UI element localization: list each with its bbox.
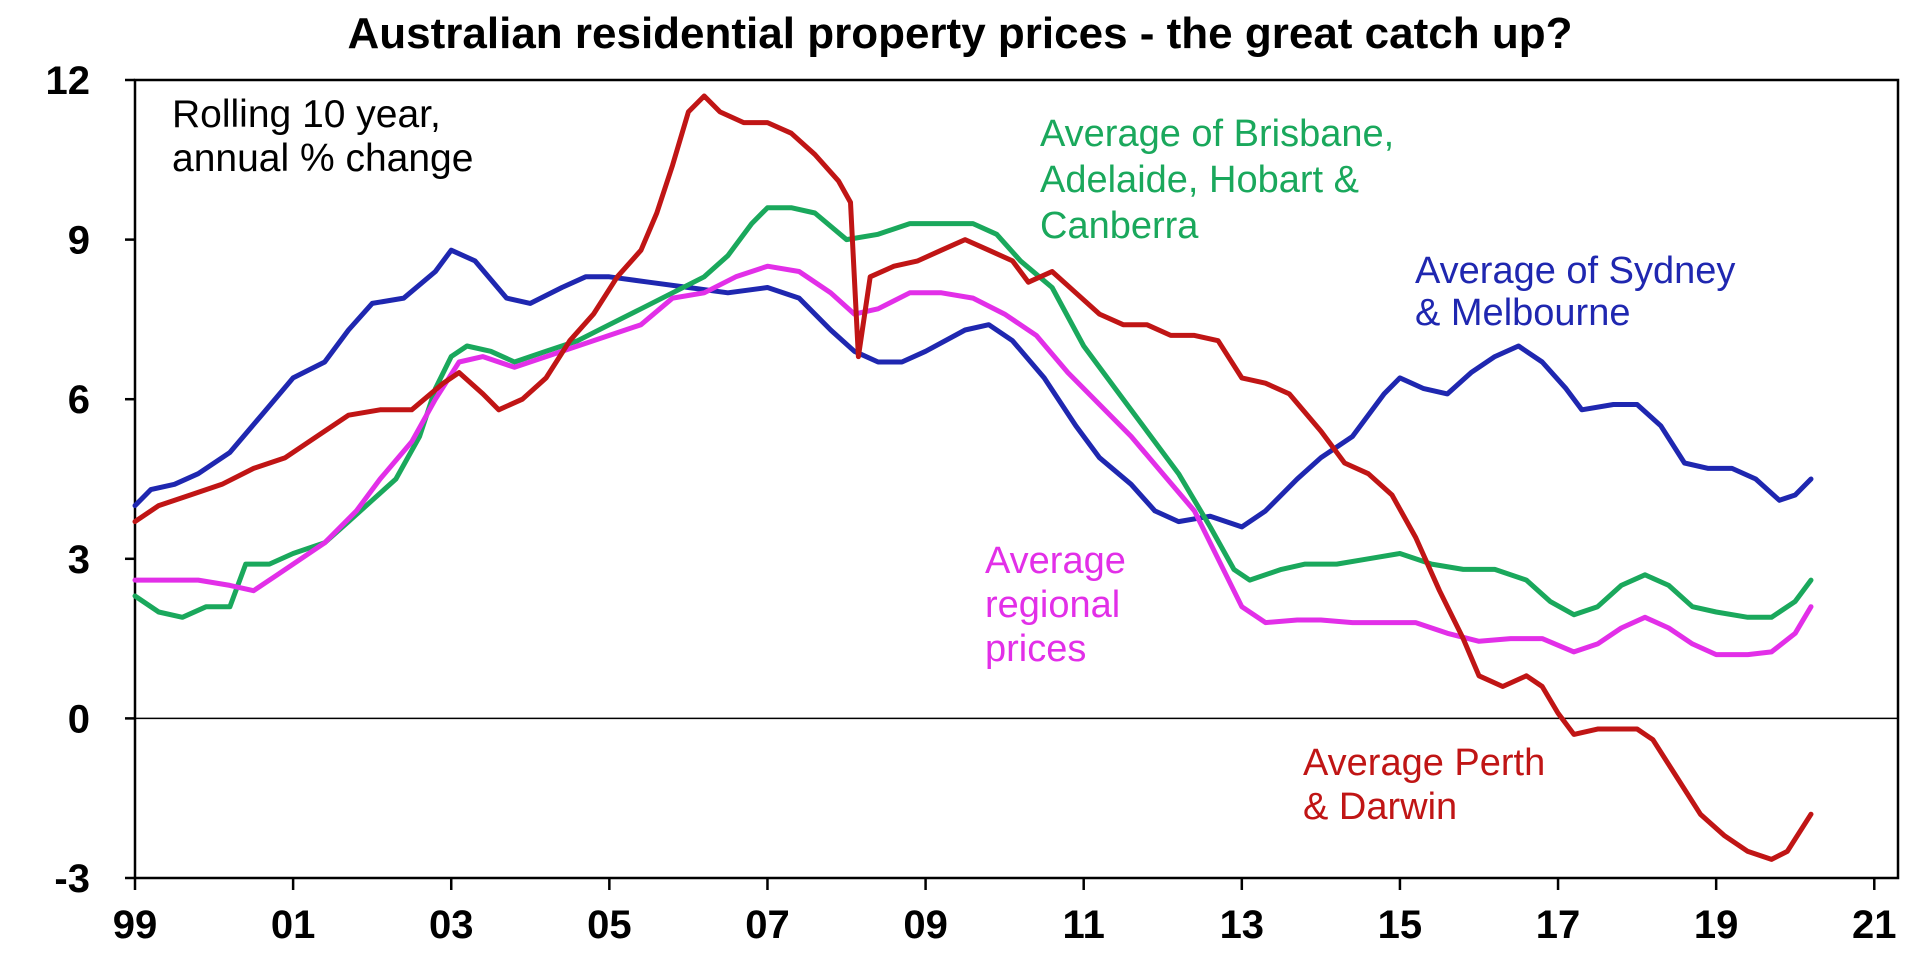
x-tick-label: 21 — [1852, 903, 1897, 947]
plot-area-frame — [133, 78, 1900, 880]
y-tick-label: 6 — [68, 378, 90, 422]
series-annotations: Average of Sydney& Melbourne Average of B… — [985, 113, 1735, 828]
y-tick-label: 3 — [68, 538, 90, 582]
series-line — [132, 263, 1814, 658]
chart-note-line: annual % change — [172, 137, 473, 180]
series-annotation: prices — [985, 628, 1086, 670]
series-annotation: & Darwin — [1303, 786, 1457, 828]
series-annotation: & Melbourne — [1415, 292, 1630, 334]
chart-note: Rolling 10 year,annual % change — [172, 93, 473, 180]
series-annotation: Average of Sydney — [1415, 250, 1735, 292]
x-tick-label: 09 — [903, 903, 948, 947]
x-tick-label: 07 — [745, 903, 790, 947]
series-annotation: Average — [985, 540, 1126, 582]
x-tick-label: 15 — [1378, 903, 1423, 947]
y-tick-label: 0 — [68, 697, 90, 741]
x-tick-label: 05 — [587, 903, 632, 947]
y-axis: 12 9 6 3 0 -3 — [46, 59, 135, 901]
y-tick-label: 12 — [46, 59, 91, 103]
series-line — [132, 205, 1814, 620]
x-tick-label: 17 — [1536, 903, 1581, 947]
x-tick-label: 13 — [1220, 903, 1265, 947]
series-line — [132, 93, 1814, 862]
chart-note-line: Rolling 10 year, — [172, 93, 441, 136]
x-tick-label: 01 — [271, 903, 316, 947]
y-tick-label: 9 — [68, 219, 90, 263]
x-tick-label: 19 — [1694, 903, 1739, 947]
x-axis: 99 01 03 05 07 09 11 13 15 17 19 21 — [113, 878, 1897, 947]
y-tick-label: -3 — [54, 857, 90, 901]
series-annotation: Average of Brisbane, — [1040, 113, 1394, 155]
series-annotation: Average Perth — [1303, 742, 1545, 784]
series-annotation: regional — [985, 584, 1120, 626]
series-annotation: Canberra — [1040, 205, 1199, 247]
x-tick-label: 11 — [1063, 903, 1105, 947]
chart-title: Australian residential property prices -… — [348, 9, 1573, 58]
series-annotation: Adelaide, Hobart & — [1040, 159, 1359, 201]
series-line — [132, 247, 1814, 530]
x-tick-label: 99 — [113, 903, 158, 947]
series-layer — [132, 93, 1814, 862]
x-tick-label: 03 — [429, 903, 474, 947]
